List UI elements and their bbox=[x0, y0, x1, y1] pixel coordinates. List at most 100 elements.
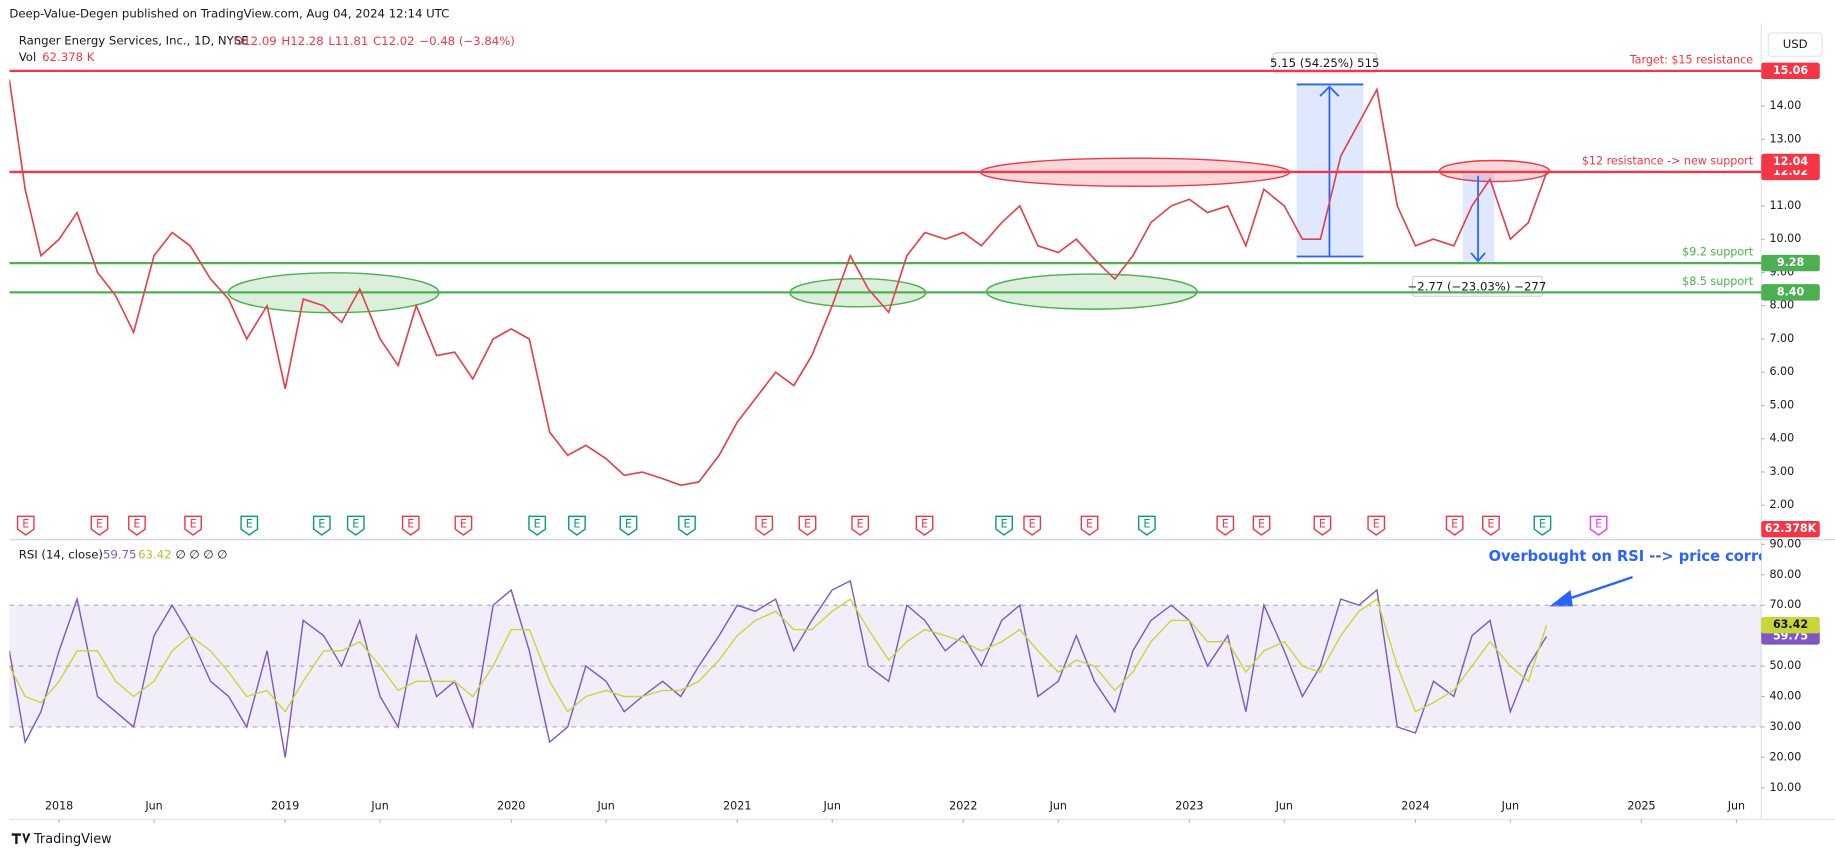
y-tick-label: 11.00 bbox=[1769, 199, 1801, 212]
price-label: 15.06 bbox=[1773, 64, 1808, 77]
currency[interactable]: USD bbox=[1783, 37, 1808, 51]
y-tick-label: 5.00 bbox=[1769, 398, 1794, 411]
series-line bbox=[9, 79, 1548, 487]
x-tick-label: 2020 bbox=[497, 800, 525, 813]
earnings-icon bbox=[1023, 515, 1042, 536]
y-tick-label: 80.00 bbox=[1769, 568, 1801, 581]
tv-logo bbox=[11, 833, 31, 844]
earnings-icon bbox=[1367, 515, 1386, 536]
earnings-label: E bbox=[1001, 517, 1008, 530]
earnings-icon bbox=[851, 515, 870, 536]
earnings-label: E bbox=[1539, 517, 1546, 530]
y-tick-label: 40.00 bbox=[1769, 689, 1801, 702]
y-tick-label: 13.00 bbox=[1769, 132, 1801, 145]
y-tick-label: 30.00 bbox=[1769, 720, 1801, 733]
footer-brand: TradingView bbox=[33, 832, 112, 847]
earnings-label: E bbox=[407, 517, 414, 530]
earnings-icon bbox=[1216, 515, 1235, 536]
level-label: $12 resistance -> new support bbox=[1582, 154, 1754, 167]
earnings-label: E bbox=[625, 517, 632, 530]
earnings-label: E bbox=[190, 517, 197, 530]
earnings-label: E bbox=[921, 517, 928, 530]
annotation-group: Overbought on RSI --> price correctio bbox=[1489, 548, 1762, 565]
quote-item: L11.81 bbox=[328, 34, 368, 48]
volume-label: Vol bbox=[19, 50, 37, 64]
earnings-icon bbox=[1252, 515, 1271, 536]
currency-button[interactable] bbox=[1767, 32, 1823, 57]
x-tick-label: Jun bbox=[823, 800, 841, 813]
earnings-icon bbox=[454, 515, 473, 536]
quote-item: C12.02 bbox=[373, 34, 415, 48]
earnings-label: E bbox=[1595, 517, 1602, 530]
x-tick-label: Jun bbox=[1049, 800, 1067, 813]
symbol-title: Ranger Energy Services, Inc., 1D, NYSE bbox=[19, 34, 249, 48]
earnings-label: E bbox=[1487, 517, 1494, 530]
quote-item: O12.09 bbox=[234, 34, 277, 48]
quote-item: H12.28 bbox=[281, 34, 323, 48]
price-label-box bbox=[1761, 284, 1820, 301]
x-tick-label: Jun bbox=[1501, 800, 1519, 813]
x-tick-label: 2021 bbox=[723, 800, 751, 813]
earnings-label: E bbox=[683, 517, 690, 530]
earnings-icon bbox=[128, 515, 146, 536]
earnings-label: E bbox=[1373, 517, 1380, 530]
earnings-label: E bbox=[804, 517, 811, 530]
earnings-icon bbox=[1445, 515, 1464, 536]
earnings-icon bbox=[528, 515, 547, 536]
earnings-label: E bbox=[22, 517, 29, 530]
measure-arrowhead bbox=[1319, 85, 1340, 97]
rsi-title: RSI (14, close) bbox=[19, 547, 103, 561]
y-tick-label: 90.00 bbox=[1769, 537, 1801, 550]
earnings-label: E bbox=[857, 517, 864, 530]
level-label: $9.2 support bbox=[1682, 246, 1754, 259]
earnings-label: E bbox=[1029, 517, 1036, 530]
earnings-icon bbox=[798, 515, 817, 536]
price-label: 8.40 bbox=[1777, 285, 1805, 298]
earnings-icon bbox=[678, 515, 696, 536]
earnings-label: E bbox=[1086, 517, 1093, 530]
earnings-icon bbox=[1080, 515, 1099, 536]
x-tick-label: 2019 bbox=[271, 800, 299, 813]
rsi-ma-value: 63.42 bbox=[138, 547, 171, 561]
series-line bbox=[9, 579, 1548, 758]
earnings-icon bbox=[346, 515, 365, 536]
y-tick-label: 14.00 bbox=[1769, 99, 1801, 112]
x-tick-label: 2023 bbox=[1175, 800, 1203, 813]
earnings-label: E bbox=[1143, 517, 1150, 530]
earnings-icon bbox=[184, 515, 202, 536]
earnings-label: E bbox=[573, 517, 580, 530]
earnings-icon bbox=[1589, 515, 1608, 536]
y-tick-label: 8.00 bbox=[1769, 299, 1794, 312]
earnings-label: E bbox=[460, 517, 467, 530]
y-tick-label: 3.00 bbox=[1769, 465, 1794, 478]
volume-label-box bbox=[1761, 520, 1820, 538]
price-label: 9.28 bbox=[1777, 256, 1805, 269]
earnings-icon bbox=[755, 515, 774, 536]
price-label-box bbox=[1761, 254, 1820, 272]
earnings-icon bbox=[240, 515, 259, 536]
annotation-arrow bbox=[1563, 576, 1633, 602]
y-tick-label: 6.00 bbox=[1769, 365, 1794, 378]
earnings-label: E bbox=[1222, 517, 1229, 530]
y-tick-label: 10.00 bbox=[1769, 781, 1801, 794]
measure-label: −2.77 (−23.03%) −277 bbox=[1407, 279, 1546, 293]
x-tick-label: 2018 bbox=[45, 800, 73, 813]
y-tick-label: 2.00 bbox=[1769, 498, 1794, 511]
y-tick-label: 70.00 bbox=[1769, 598, 1801, 611]
plot-area bbox=[9, 69, 1762, 758]
price-label: 12.04 bbox=[1773, 155, 1808, 168]
earnings-label: E bbox=[534, 517, 541, 530]
series-line bbox=[9, 598, 1548, 713]
publisher: Deep-Value-Degen published on TradingVie… bbox=[9, 7, 449, 21]
x-tick-label: Jun bbox=[596, 800, 614, 813]
earnings-label: E bbox=[1258, 517, 1265, 530]
earnings-icon bbox=[995, 515, 1013, 536]
price-label: 63.42 bbox=[1773, 618, 1808, 631]
y-tick-label: 4.00 bbox=[1769, 432, 1794, 445]
earnings-icon bbox=[16, 515, 35, 536]
quote-item: −0.48 (−3.84%) bbox=[419, 34, 515, 48]
earnings-label: E bbox=[761, 517, 768, 530]
earnings-icon bbox=[1313, 515, 1332, 536]
earnings-icon bbox=[1137, 515, 1156, 536]
